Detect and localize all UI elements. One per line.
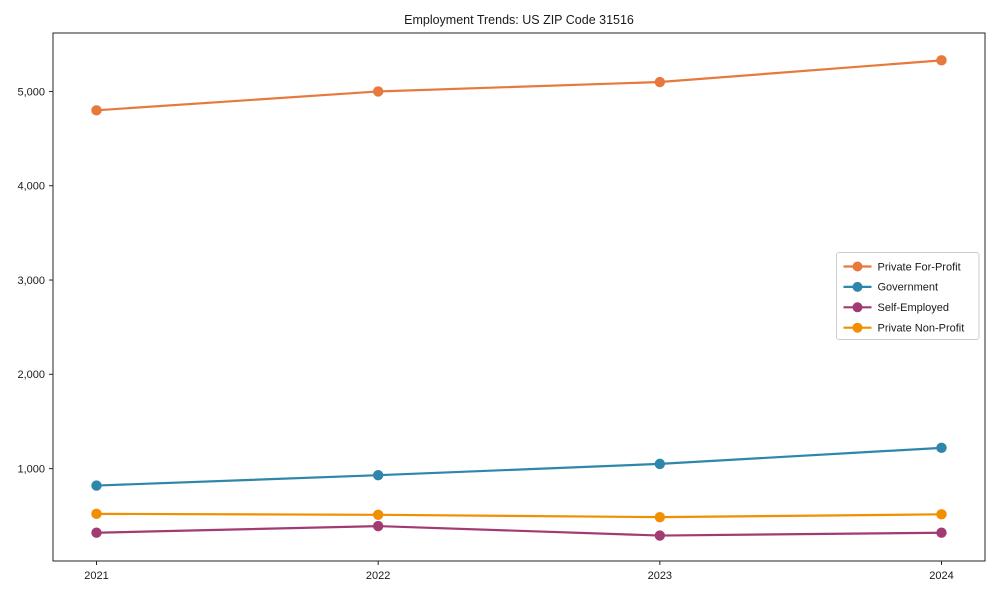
data-point-self-employed-2024 [936,527,947,538]
y-axis-tick-label: 4,000 [17,181,45,193]
data-point-private-for-profit-2024 [936,55,947,66]
x-axis-tick-label: 2024 [929,570,953,582]
y-axis-tick-label: 2,000 [17,369,45,381]
legend-item-label: Government [878,282,939,294]
legend-swatch-marker [852,261,863,272]
series-line-government [95,446,943,487]
legend-item-private-for-profit: Private For-Profit [843,261,961,273]
data-point-government-2024 [936,442,947,454]
data-point-private-for-profit-2022 [372,86,384,97]
data-point-self-employed-2023 [654,530,666,541]
plot-area: 1,000 2,000 3,000 4,000 5,000 2021 2022 2023 202… [17,32,986,582]
data-point-private-for-profit-2023 [654,76,666,88]
axes-frame [52,32,986,562]
legend-item-self-employed: Self-Employed [843,302,950,314]
y-axis-tick-label: 1,000 [17,463,45,475]
x-axis-tick-label: 2021 [84,570,108,582]
data-point-private-non-profit-2024 [936,509,947,520]
x-axis-tick-label: 2022 [366,570,390,582]
legend-item-label: Self-Employed [878,302,950,314]
legend-swatch-marker [852,322,863,333]
data-point-private-non-profit-2022 [372,509,384,520]
legend-swatch-marker [852,302,863,313]
legend-item-private-non-profit: Private Non-Profit [843,322,965,335]
series-line-self-employed [95,525,943,537]
data-point-self-employed-2022 [372,520,384,532]
legend-item-label: Private For-Profit [878,261,961,273]
data-point-self-employed-2021 [91,527,102,538]
data-point-government-2022 [372,470,384,481]
series-line-private-for-profit [95,59,943,112]
y-axis-tick-label: 5,000 [17,86,45,98]
data-point-private-for-profit-2021 [91,105,102,116]
series-line-private-non-profit [95,512,943,519]
legend-item-government: Government [843,281,939,294]
legend-box [836,252,980,340]
x-axis-tick-label: 2023 [648,570,672,582]
data-point-private-non-profit-2023 [654,511,666,523]
data-point-private-non-profit-2021 [91,508,102,520]
chart-title: Employment Trends: US ZIP Code 31516 [404,13,634,27]
data-point-government-2023 [654,458,666,470]
legend-swatch-marker [852,281,863,292]
y-axis-tick-label: 3,000 [17,275,45,287]
legend: Private For-Profit Government Self-Employe… [836,252,980,340]
data-point-government-2021 [91,480,102,491]
legend-item-label: Private Non-Profit [878,323,965,335]
